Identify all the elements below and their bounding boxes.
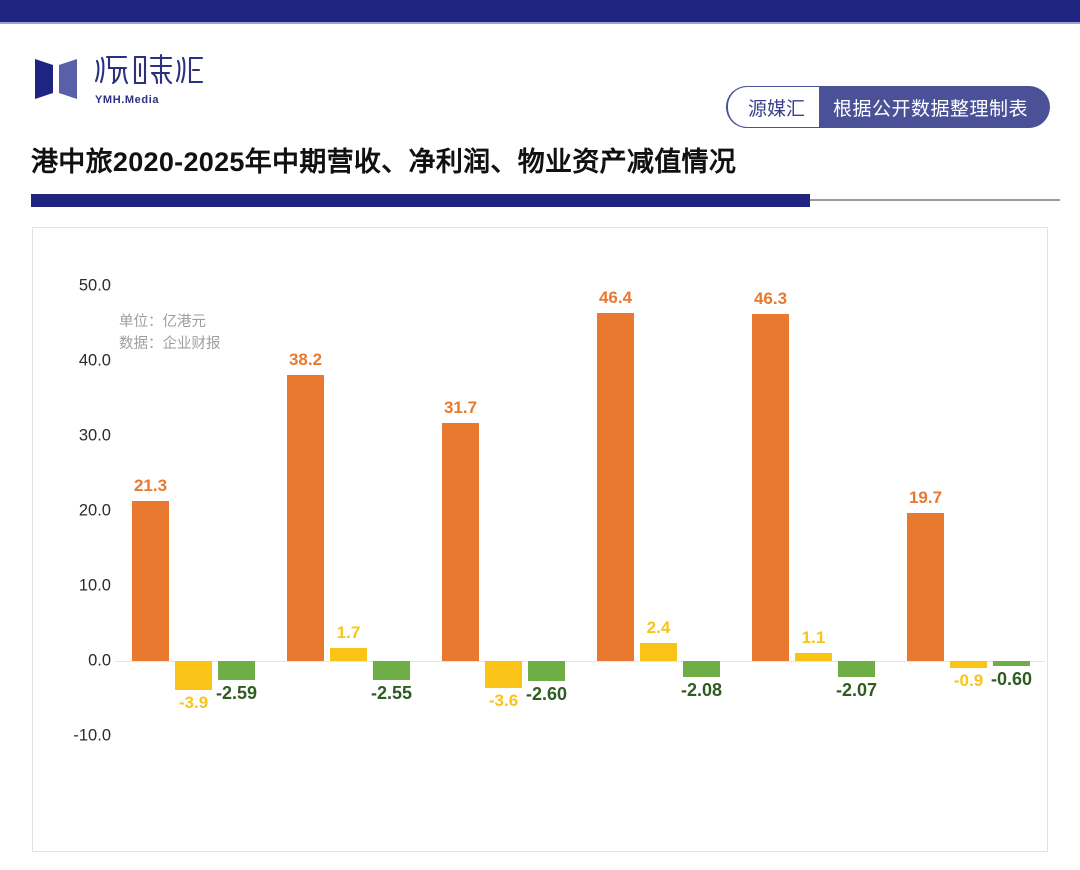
logo-text: YMH.Media [93, 52, 205, 106]
bar-group: 46.3 1.1 -2.07 [736, 258, 891, 818]
bar-净利润[interactable] [485, 661, 522, 688]
bar-净利润[interactable] [175, 661, 212, 691]
logo-cn-icon [93, 52, 205, 93]
bar-营收[interactable] [597, 313, 634, 661]
bar-净利润[interactable] [640, 643, 677, 661]
top-accent-bar [0, 0, 1080, 22]
source-badge: 源媒汇 根据公开数据整理制表 [725, 86, 1050, 128]
bar-value-label: -2.08 [680, 679, 723, 700]
bar-净利润[interactable] [950, 661, 987, 668]
y-axis-tick: 50.0 [78, 276, 111, 295]
bar-物业相关资产减值评估列账金额[interactable] [838, 661, 875, 677]
bar-营收[interactable] [132, 501, 169, 661]
y-axis-tick: 30.0 [78, 426, 111, 445]
bar-value-label: -2.55 [370, 683, 413, 704]
bar-净利润[interactable] [330, 648, 367, 661]
bar-营收[interactable] [752, 313, 789, 661]
bar-value-label: -0.9 [953, 670, 984, 690]
y-axis-tick: 20.0 [78, 501, 111, 520]
bar-value-label: 31.7 [443, 398, 478, 418]
y-axis-tick: 40.0 [78, 351, 111, 370]
bar-value-label: 46.3 [753, 288, 788, 308]
chart-note-source: 数据：企业财报 [119, 336, 221, 352]
zero-baseline [115, 661, 1045, 662]
bar-value-label: -2.60 [525, 683, 568, 704]
chart-note-unit: 单位：亿港元 [119, 314, 206, 330]
bar-value-label: -2.59 [215, 683, 258, 704]
bar-物业相关资产减值评估列账金额[interactable] [993, 661, 1030, 666]
brand-logo[interactable]: YMH.Media [33, 52, 205, 106]
y-axis-tick: 0.0 [88, 651, 111, 670]
bar-value-label: 38.2 [288, 349, 323, 369]
bar-物业相关资产减值评估列账金额[interactable] [373, 661, 410, 681]
source-badge-text: 根据公开数据整理制表 [832, 98, 1028, 120]
y-axis-tick: 10.0 [78, 576, 111, 595]
bar-value-label: 2.4 [646, 618, 671, 637]
y-axis-tick: -10.0 [73, 726, 111, 745]
bar-value-label: -0.60 [990, 668, 1033, 689]
bar-净利润[interactable] [795, 652, 832, 661]
bar-value-label: 46.4 [598, 288, 633, 307]
bar-group: 19.7 -0.9 -0.60 [891, 258, 1046, 818]
bar-groups: 21.3 -3.9 -2.59 38.2 1.7 -2.55 31.7 -3.6 -2.60 46… [116, 258, 1046, 818]
bar-营收[interactable] [442, 423, 479, 661]
logo-tagline: YMH.Media [95, 94, 160, 106]
bar-value-label: -3.6 [488, 691, 519, 710]
logo-mark-icon [33, 55, 83, 103]
source-badge-brand: 源媒汇 [725, 86, 819, 128]
chart-note: 单位：亿港元 数据：企业财报 [119, 311, 221, 355]
bar-group: 38.2 1.7 -2.55 [271, 258, 426, 818]
title-divider-thick [31, 194, 810, 207]
bar-营收[interactable] [287, 374, 324, 661]
top-accent-shadow [0, 22, 1080, 24]
bar-value-label: -2.07 [835, 679, 878, 700]
bar-value-label: 1.1 [801, 627, 826, 647]
page-title: 港中旅2020-2025年中期营收、净利润、物业资产减值情况 [31, 147, 737, 177]
bar-value-label: 1.7 [336, 623, 361, 643]
bar-group: 31.7 -3.6 -2.60 [426, 258, 581, 818]
bar-group: 46.4 2.4 -2.08 [581, 258, 736, 818]
title-divider-thin [810, 199, 1060, 201]
page-header: YMH.Media 源媒汇 根据公开数据整理制表 [0, 24, 1080, 128]
chart-container: 单位：亿港元 数据：企业财报 50.0 40.0 30.0 20.0 10.0 0.0 -1… [32, 227, 1048, 852]
bar-物业相关资产减值评估列账金额[interactable] [683, 661, 720, 677]
bar-物业相关资产减值评估列账金额[interactable] [528, 661, 565, 681]
bar-营收[interactable] [907, 513, 944, 661]
bar-物业相关资产减值评估列账金额[interactable] [218, 661, 255, 681]
bar-value-label: 19.7 [908, 488, 943, 508]
bar-group: 21.3 -3.9 -2.59 [116, 258, 271, 818]
bar-value-label: -3.9 [178, 693, 209, 713]
bar-value-label: 21.3 [133, 476, 168, 496]
